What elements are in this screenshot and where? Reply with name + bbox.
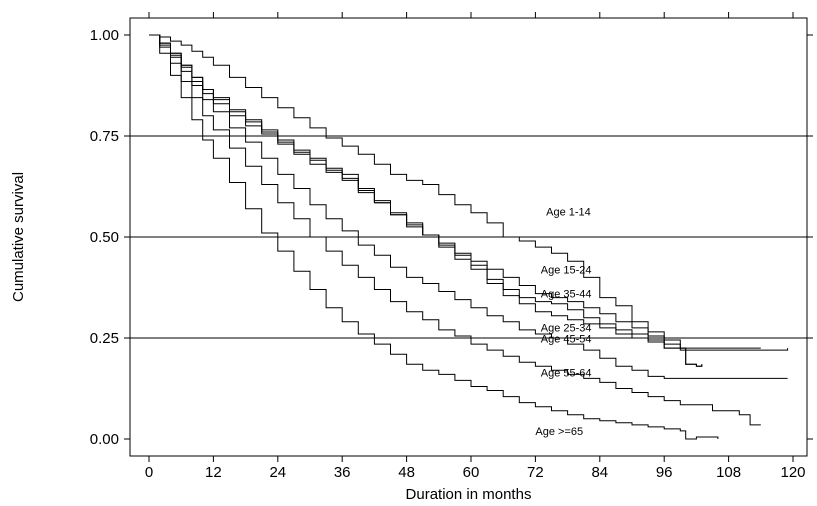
x-tick-label: 12: [205, 464, 222, 481]
series-label: Age 55-64: [541, 367, 592, 379]
x-tick-label: 120: [780, 464, 805, 481]
series-line-age-65: [149, 34, 719, 440]
y-tick-label: 0.00: [90, 431, 119, 448]
series-line-age-15-24: [149, 34, 789, 351]
series-label: Age 15-24: [541, 264, 592, 276]
x-tick-label: 108: [716, 464, 741, 481]
x-tick-label: 36: [334, 464, 351, 481]
series-label: Age 1-14: [546, 207, 591, 219]
gridlines: [130, 135, 807, 339]
series-line-age-35-44: [149, 34, 703, 367]
series-label: Age >=65: [535, 426, 583, 438]
series-line-age-1-14: [149, 34, 761, 349]
survival-curves: [149, 34, 789, 440]
series-line-age-25-34: [149, 34, 703, 367]
series-line-age-55-64: [149, 34, 761, 426]
axis-ticks: 0 12 24 36 48 60 72 84 96 108 120 0.00 0.25 0.50 0.75 1…: [90, 12, 813, 481]
y-tick-label: 0.25: [90, 330, 119, 347]
series-label: Age 35-44: [541, 289, 592, 301]
x-tick-label: 0: [145, 464, 153, 481]
y-tick-label: 0.75: [90, 128, 119, 145]
y-axis-title: Cumulative survival: [10, 172, 27, 302]
series-label: Age 25-34: [541, 323, 592, 335]
x-tick-label: 48: [398, 464, 415, 481]
x-tick-label: 96: [656, 464, 673, 481]
x-tick-label: 72: [527, 464, 544, 481]
series-label: Age 45-54: [541, 333, 592, 345]
y-tick-label: 0.50: [90, 229, 119, 246]
x-tick-label: 24: [269, 464, 286, 481]
x-axis-title: Duration in months: [406, 486, 532, 503]
series-line-age-45-54: [149, 34, 788, 379]
y-tick-label: 1.00: [90, 27, 119, 44]
x-tick-label: 60: [463, 464, 480, 481]
x-tick-label: 84: [591, 464, 608, 481]
